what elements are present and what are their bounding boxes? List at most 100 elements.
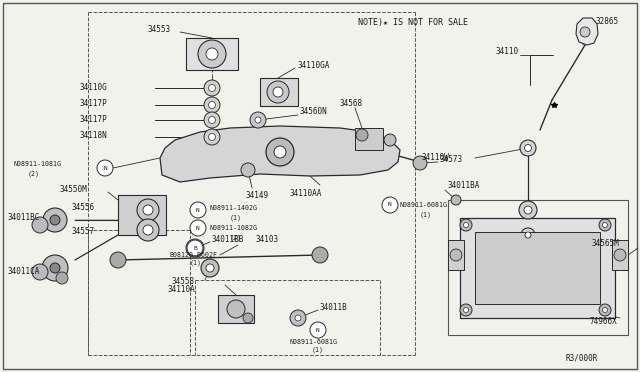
Circle shape <box>209 84 216 92</box>
Circle shape <box>267 81 289 103</box>
Text: 34557: 34557 <box>72 228 95 237</box>
Text: N: N <box>196 225 200 231</box>
Circle shape <box>599 304 611 316</box>
Circle shape <box>290 310 306 326</box>
Circle shape <box>110 252 126 268</box>
Text: 34011BC: 34011BC <box>8 214 40 222</box>
Text: 34565M: 34565M <box>592 240 620 248</box>
Text: NOTE)★ IS NOT FOR SALE: NOTE)★ IS NOT FOR SALE <box>358 17 468 26</box>
Polygon shape <box>160 126 400 182</box>
Text: 34110AA: 34110AA <box>290 189 323 198</box>
Text: (1): (1) <box>420 212 432 218</box>
Text: 34558: 34558 <box>172 278 195 286</box>
Text: 34011BA: 34011BA <box>448 180 481 189</box>
Text: 34118N: 34118N <box>80 131 108 141</box>
Text: N08911-1082G: N08911-1082G <box>210 225 258 231</box>
Circle shape <box>190 202 206 218</box>
Circle shape <box>450 249 462 261</box>
Circle shape <box>250 112 266 128</box>
Circle shape <box>227 300 245 318</box>
Bar <box>118 195 166 235</box>
Text: N: N <box>388 202 392 208</box>
Text: 34556: 34556 <box>72 203 95 212</box>
Circle shape <box>143 205 153 215</box>
Text: 34573: 34573 <box>440 155 463 164</box>
Text: 34110G: 34110G <box>80 83 108 93</box>
Circle shape <box>204 129 220 145</box>
Circle shape <box>460 219 472 231</box>
Circle shape <box>50 263 60 273</box>
Circle shape <box>186 239 204 257</box>
Circle shape <box>295 315 301 321</box>
Text: 32865: 32865 <box>595 17 618 26</box>
Circle shape <box>524 206 532 214</box>
Bar <box>612 240 628 270</box>
Circle shape <box>356 129 368 141</box>
Circle shape <box>206 264 214 272</box>
Circle shape <box>602 222 607 228</box>
Text: 34117P: 34117P <box>80 99 108 109</box>
Bar <box>475 232 600 304</box>
Circle shape <box>451 195 461 205</box>
Bar <box>355 128 383 150</box>
Circle shape <box>209 116 216 124</box>
Circle shape <box>614 249 626 261</box>
Text: 34560N: 34560N <box>300 108 328 116</box>
Circle shape <box>525 144 531 151</box>
Bar <box>448 240 464 270</box>
Text: N: N <box>196 208 200 212</box>
Text: 34110GA: 34110GA <box>298 61 330 70</box>
Circle shape <box>137 199 159 221</box>
Circle shape <box>206 48 218 60</box>
Circle shape <box>32 217 48 233</box>
Circle shape <box>384 134 396 146</box>
Text: N: N <box>103 166 107 170</box>
Circle shape <box>519 201 537 219</box>
Bar <box>448 200 628 335</box>
Text: 34110W: 34110W <box>422 154 450 163</box>
Circle shape <box>204 112 220 128</box>
Circle shape <box>43 208 67 232</box>
Circle shape <box>525 232 531 238</box>
Text: N08911-6081G: N08911-6081G <box>400 202 448 208</box>
Circle shape <box>382 197 398 213</box>
Circle shape <box>201 259 219 277</box>
Circle shape <box>266 138 294 166</box>
Circle shape <box>209 134 216 141</box>
Circle shape <box>56 272 68 284</box>
Text: 34550M: 34550M <box>60 186 88 195</box>
Circle shape <box>460 304 472 316</box>
Text: (1): (1) <box>312 347 324 353</box>
Text: B: B <box>193 246 197 250</box>
Polygon shape <box>576 18 598 45</box>
Circle shape <box>209 102 216 109</box>
Text: N: N <box>316 327 320 333</box>
Circle shape <box>50 215 60 225</box>
Text: 34149: 34149 <box>245 192 268 201</box>
Text: 34110A: 34110A <box>168 285 196 295</box>
Circle shape <box>310 322 326 338</box>
Text: 34568: 34568 <box>340 99 363 109</box>
Text: N08911-6081G: N08911-6081G <box>290 339 338 345</box>
Text: 34011BB: 34011BB <box>212 235 244 244</box>
Circle shape <box>273 87 283 97</box>
Circle shape <box>255 117 261 123</box>
Text: 34117P: 34117P <box>80 115 108 125</box>
Text: R3/000R: R3/000R <box>565 353 597 362</box>
Text: 74966X: 74966X <box>590 317 618 327</box>
Circle shape <box>42 255 68 281</box>
Bar <box>218 295 254 323</box>
Circle shape <box>463 222 468 228</box>
Circle shape <box>204 80 220 96</box>
Bar <box>186 38 238 70</box>
Circle shape <box>190 220 206 236</box>
Bar <box>460 218 615 318</box>
Circle shape <box>274 146 286 158</box>
Circle shape <box>241 163 255 177</box>
Circle shape <box>97 160 113 176</box>
Text: 34011B: 34011B <box>320 302 348 311</box>
Circle shape <box>187 240 203 256</box>
Bar <box>260 78 298 106</box>
Circle shape <box>198 40 226 68</box>
Text: N08911-1081G: N08911-1081G <box>14 161 62 167</box>
